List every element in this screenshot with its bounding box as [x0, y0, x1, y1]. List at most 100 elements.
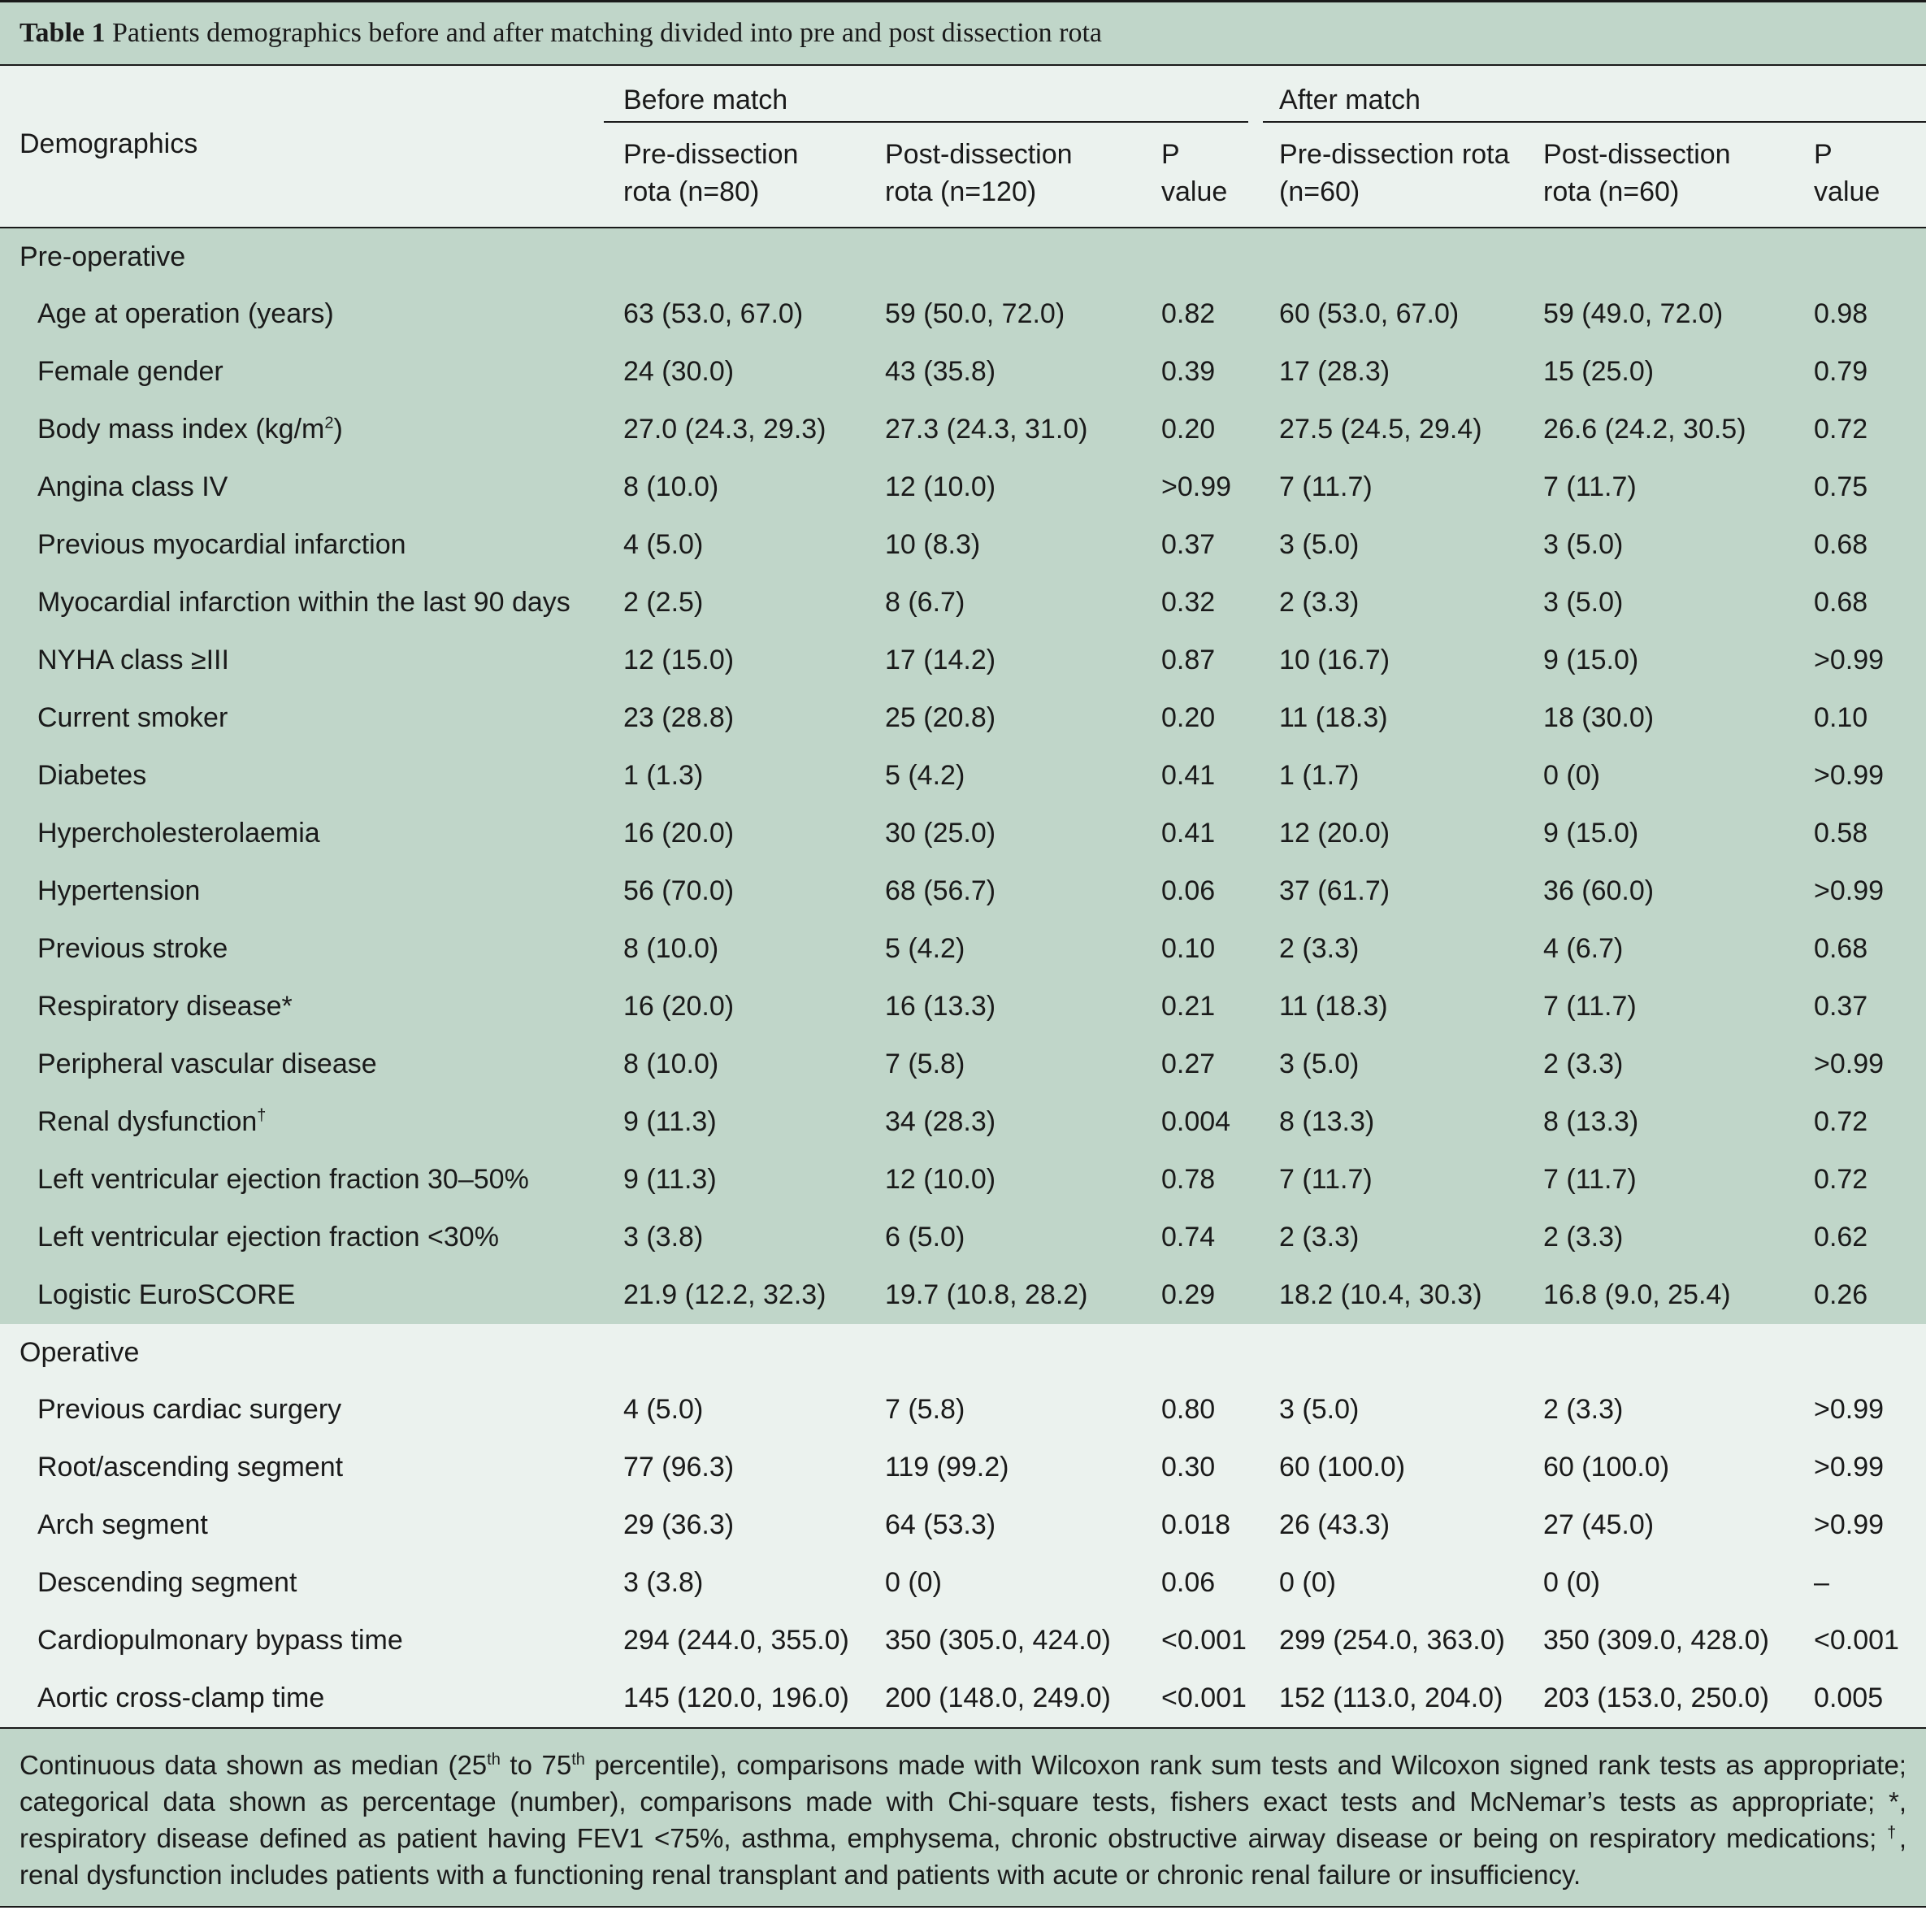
cell-value: 0.20	[1142, 401, 1260, 458]
row-label-text: Current smoker	[37, 702, 228, 733]
row-label: Aortic cross-clamp time	[0, 1669, 604, 1729]
cell-value: 63 (53.0, 67.0)	[604, 285, 865, 343]
cell-value: 2 (3.3)	[1260, 1209, 1525, 1266]
cell-value: 0.74	[1142, 1209, 1260, 1266]
row-label-text: Respiratory disease*	[37, 991, 293, 1022]
row-label: Descending segment	[0, 1554, 604, 1612]
cell-value: 152 (113.0, 204.0)	[1260, 1669, 1525, 1729]
cell-value: 350 (309.0, 428.0)	[1524, 1612, 1795, 1669]
cell-value: 0.80	[1142, 1381, 1260, 1439]
header-col-1: Pre-dissection rota (n=80)	[604, 128, 865, 228]
cell-value: 0.018	[1142, 1496, 1260, 1554]
cell-value: 4 (6.7)	[1524, 920, 1795, 978]
row-label-text: Body mass index (kg/m	[37, 414, 325, 445]
header-col-line1: Post-dissection	[1543, 139, 1731, 170]
cell-value: >0.99	[1794, 1496, 1926, 1554]
cell-value: 0.21	[1142, 978, 1260, 1035]
cell-value: 0.72	[1794, 401, 1926, 458]
row-label-text: Cardiopulmonary bypass time	[37, 1625, 403, 1656]
table-row: Diabetes 1 (1.3) 5 (4.2) 0.41 1 (1.7) 0 (0) >0…	[0, 747, 1926, 805]
row-label-text: Left ventricular ejection fraction <30%	[37, 1222, 499, 1253]
cell-value: 3 (5.0)	[1524, 516, 1795, 574]
cell-value: 12 (10.0)	[865, 458, 1142, 516]
header-after-match-label: After match	[1263, 85, 1926, 123]
row-label: Hypercholesterolaemia	[0, 805, 604, 862]
cell-value: <0.001	[1794, 1612, 1926, 1669]
cell-value: 2 (3.3)	[1260, 920, 1525, 978]
cell-value: 8 (13.3)	[1260, 1093, 1525, 1151]
header-demographics: Demographics	[0, 66, 604, 228]
cell-value: 3 (3.8)	[604, 1554, 865, 1612]
table-row: Left ventricular ejection fraction <30% 3…	[0, 1209, 1926, 1266]
cell-value: 16 (13.3)	[865, 978, 1142, 1035]
header-col-line1: Pre-dissection rota	[1279, 139, 1510, 170]
row-label-sup: †	[257, 1106, 267, 1125]
row-label: Diabetes	[0, 747, 604, 805]
row-label-text: Previous cardiac surgery	[37, 1394, 342, 1425]
cell-value: 23 (28.8)	[604, 689, 865, 747]
footnote-text-2: to 75	[500, 1750, 572, 1780]
cell-value: 36 (60.0)	[1524, 862, 1795, 920]
header-col-line1: P	[1814, 139, 1833, 170]
cell-value: 0.68	[1794, 920, 1926, 978]
cell-value: 3 (5.0)	[1260, 516, 1525, 574]
cell-value: 8 (10.0)	[604, 1035, 865, 1093]
row-label: Left ventricular ejection fraction 30–50…	[0, 1151, 604, 1209]
cell-value: 0.58	[1794, 805, 1926, 862]
row-label: Renal dysfunction†	[0, 1093, 604, 1151]
table-row: Angina class IV 8 (10.0) 12 (10.0) >0.99 7 (…	[0, 458, 1926, 516]
cell-value: 0.78	[1142, 1151, 1260, 1209]
cell-value: 0 (0)	[1524, 1554, 1795, 1612]
header-col-2: Post-dissection rota (n=120)	[865, 128, 1142, 228]
header-col-4: Pre-dissection rota (n=60)	[1260, 128, 1525, 228]
cell-value: 0.10	[1142, 920, 1260, 978]
cell-value: 64 (53.3)	[865, 1496, 1142, 1554]
cell-value: 12 (20.0)	[1260, 805, 1525, 862]
cell-value: 60 (100.0)	[1260, 1439, 1525, 1496]
cell-value: 17 (28.3)	[1260, 343, 1525, 401]
cell-value: 0 (0)	[1524, 747, 1795, 805]
table-row: Hypercholesterolaemia 16 (20.0) 30 (25.0) 0…	[0, 805, 1926, 862]
cell-value: 0.75	[1794, 458, 1926, 516]
cell-value: 350 (305.0, 424.0)	[865, 1612, 1142, 1669]
cell-value: 5 (4.2)	[865, 920, 1142, 978]
caption-title: Patients demographics before and after m…	[112, 18, 1103, 48]
row-label: Myocardial infarction within the last 90…	[0, 574, 604, 632]
cell-value: 2 (3.3)	[1524, 1209, 1795, 1266]
section-header: Pre-operative	[0, 228, 1926, 285]
demographics-table: Demographics Before match After match Pr…	[0, 66, 1926, 1729]
cell-value: >0.99	[1794, 632, 1926, 689]
cell-value: >0.99	[1794, 1035, 1926, 1093]
cell-value: 1 (1.7)	[1260, 747, 1525, 805]
table-row: NYHA class ≥III 12 (15.0) 17 (14.2) 0.87 10 …	[0, 632, 1926, 689]
cell-value: 17 (14.2)	[865, 632, 1142, 689]
footnote-text-4: , renal dysfunction includes patients wi…	[20, 1823, 1907, 1890]
cell-value: 0.82	[1142, 285, 1260, 343]
header-col-line2: rota (n=80)	[623, 176, 760, 207]
row-label: Cardiopulmonary bypass time	[0, 1612, 604, 1669]
table-footnote: Continuous data shown as median (25th to…	[0, 1729, 1926, 1908]
row-label: Age at operation (years)	[0, 285, 604, 343]
cell-value: 19.7 (10.8, 28.2)	[865, 1266, 1142, 1324]
cell-value: 5 (4.2)	[865, 747, 1142, 805]
cell-value: 10 (8.3)	[865, 516, 1142, 574]
cell-value: 26.6 (24.2, 30.5)	[1524, 401, 1795, 458]
cell-value: 0.06	[1142, 1554, 1260, 1612]
row-label: NYHA class ≥III	[0, 632, 604, 689]
cell-value: 16 (20.0)	[604, 805, 865, 862]
row-label-text: Previous stroke	[37, 933, 228, 964]
cell-value: 299 (254.0, 363.0)	[1260, 1612, 1525, 1669]
header-before-match-label: Before match	[604, 85, 1249, 123]
cell-value: 0.20	[1142, 689, 1260, 747]
row-label-text: Myocardial infarction within the last 90…	[37, 587, 570, 618]
cell-value: 0.26	[1794, 1266, 1926, 1324]
row-label-text: Root/ascending segment	[37, 1452, 344, 1483]
cell-value: 0.27	[1142, 1035, 1260, 1093]
row-label-suffix: )	[333, 414, 343, 445]
table-row: Root/ascending segment 77 (96.3) 119 (99.2…	[0, 1439, 1926, 1496]
cell-value: 9 (15.0)	[1524, 805, 1795, 862]
cell-value: 16.8 (9.0, 25.4)	[1524, 1266, 1795, 1324]
cell-value: 0.72	[1794, 1093, 1926, 1151]
footnote-text-1: Continuous data shown as median (25	[20, 1750, 488, 1780]
